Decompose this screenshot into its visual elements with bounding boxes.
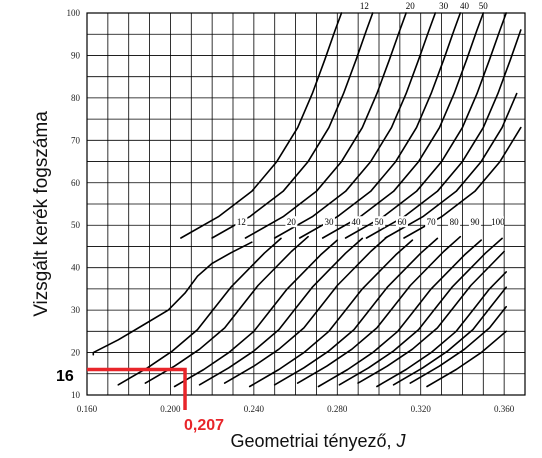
curve-label-bg	[491, 216, 504, 228]
curve-label-bg	[468, 216, 481, 228]
red-annotation	[87, 367, 187, 410]
curve-label-lower: 100	[491, 217, 505, 227]
upper-curve	[273, 12, 437, 239]
y-tick-label: 50	[71, 220, 81, 230]
lower-curve	[248, 239, 414, 388]
lower-curve	[317, 239, 482, 388]
x-tick-label: 0.240	[244, 404, 265, 414]
lower-curve	[409, 305, 507, 384]
lower-curve	[223, 235, 389, 384]
lower-curve	[376, 271, 507, 388]
upper-curve	[244, 12, 407, 239]
upper-curve	[365, 29, 522, 239]
curve-label-lower: 30	[324, 217, 334, 227]
lower-curve	[296, 235, 462, 384]
y-tick-label: 90	[71, 50, 81, 60]
upper-curve	[180, 12, 343, 239]
upper-curve	[298, 12, 462, 239]
annotation-guide-line	[87, 367, 187, 410]
curve-label-lower: 40	[352, 217, 362, 227]
lower-curve	[426, 330, 507, 388]
x-tick-label: 0.280	[327, 404, 348, 414]
upper-curve	[344, 12, 507, 239]
y-tick-label: 10	[71, 390, 81, 400]
curve-label-upper: 40	[460, 1, 470, 11]
lower-curve	[273, 237, 439, 386]
y-tick-label: 70	[71, 135, 81, 145]
curve-label-lower: 80	[450, 217, 460, 227]
curve-label-lower: 90	[470, 217, 480, 227]
tick-labels: 10 20 30 40 50 60 70 80 90 100 0.160 0.200 0.240 0.28…	[67, 8, 515, 414]
y-tick-label: 20	[71, 348, 81, 358]
x-tick-label: 0.200	[160, 404, 181, 414]
y-axis-label: Vizsgált kerék fogszáma	[31, 111, 52, 317]
x-tick-label: 0.320	[411, 404, 432, 414]
x-axis-label: Geometriai tényező, J	[230, 431, 406, 451]
y-tick-label: 100	[67, 8, 81, 18]
lower-curve	[92, 241, 253, 356]
curve-label-upper: 30	[439, 1, 449, 11]
curve-label-upper: 12	[360, 1, 369, 11]
x-tick-label: 0.360	[494, 404, 515, 414]
upper-curve	[211, 12, 374, 239]
curve-label-bg	[425, 216, 438, 228]
curve-label-bg	[373, 216, 385, 228]
curve-label-bg	[285, 216, 298, 228]
annotation-x-value: 0,207	[184, 417, 224, 434]
curve-label-lower: 70	[427, 217, 437, 227]
lower-curve	[117, 237, 282, 386]
grid	[86, 12, 526, 396]
upper-curve	[321, 12, 485, 239]
lower-curve	[144, 235, 309, 384]
curves	[92, 12, 522, 388]
curve-label-upper: 50	[479, 1, 489, 11]
lower-curve	[357, 250, 505, 384]
curve-label-lower: 60	[397, 217, 407, 227]
curve-label-bg	[322, 216, 335, 228]
lower-curve	[338, 237, 503, 386]
curve-label-lower: 50	[375, 217, 385, 227]
curve-label-bg	[395, 216, 408, 228]
y-tick-label: 60	[71, 178, 81, 188]
x-axis-symbol: J	[396, 431, 407, 451]
y-tick-label: 40	[71, 263, 81, 273]
x-axis-label-text: Geometriai tényező,	[230, 431, 396, 451]
y-tick-label: 30	[71, 305, 81, 315]
upper-curve	[384, 92, 518, 239]
curve-label-upper: 20	[406, 1, 416, 11]
curve-labels: 12 20 30 40 50 12 20 30 40 50 60 70 80 90 100	[235, 1, 505, 228]
curve-label-lower: 20	[287, 217, 297, 227]
y-tick-label: 80	[71, 93, 81, 103]
lower-curve	[173, 239, 339, 388]
lower-curve	[392, 286, 507, 386]
curve-label-lower: 12	[237, 217, 246, 227]
curve-label-bg	[448, 216, 461, 228]
curve-label-bg	[350, 216, 363, 228]
annotation-y-value: 16	[56, 368, 74, 385]
curve-label-bg	[235, 216, 248, 228]
lower-curve	[198, 237, 364, 386]
x-tick-label: 0.160	[77, 404, 98, 414]
